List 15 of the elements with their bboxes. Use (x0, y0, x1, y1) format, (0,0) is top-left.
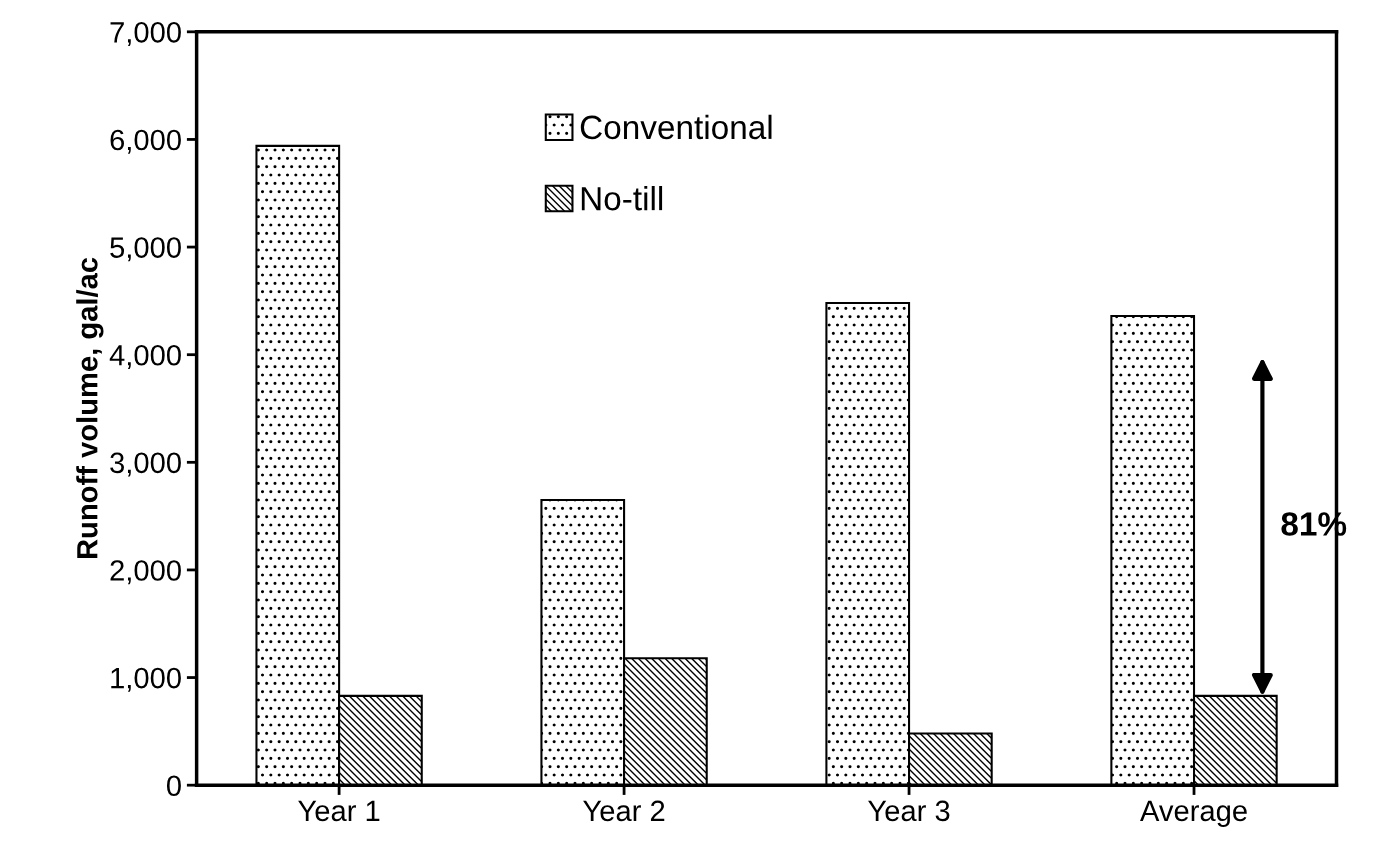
y-tick-label: 0 (166, 775, 181, 797)
legend-label: Conventional (580, 114, 772, 140)
y-tick-label: 7,000 (110, 22, 181, 47)
legend-label: No-till (581, 185, 663, 211)
y-tick-label: 2,000 (110, 560, 181, 585)
y-axis-title: Runoff volume, gal/ac (76, 257, 104, 559)
y-tick-label: 4,000 (109, 344, 181, 369)
x-tick-label: Year 2 (583, 800, 665, 822)
y-tick-label: 1,000 (111, 667, 181, 692)
y-tick-label: 5,000 (110, 237, 181, 262)
x-tick-label: Average (1140, 800, 1247, 827)
y-tick-label: 3,000 (110, 452, 181, 477)
x-tick-label: Year 3 (868, 800, 950, 822)
x-tick-label: Year 1 (298, 800, 380, 822)
y-tick-label: 6,000 (110, 129, 181, 154)
